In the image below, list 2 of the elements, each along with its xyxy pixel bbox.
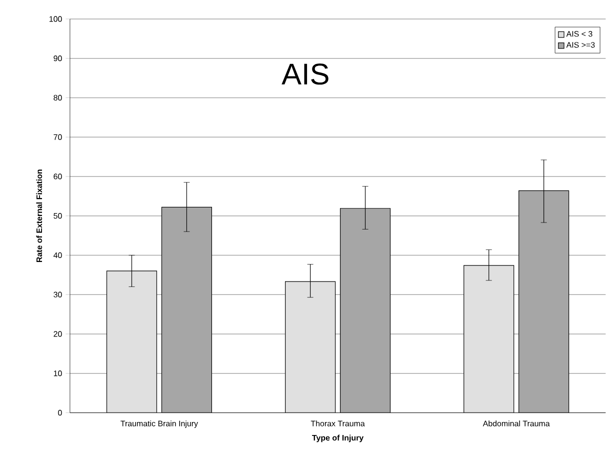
annotation: AIS	[282, 64, 328, 85]
bar	[285, 281, 336, 413]
